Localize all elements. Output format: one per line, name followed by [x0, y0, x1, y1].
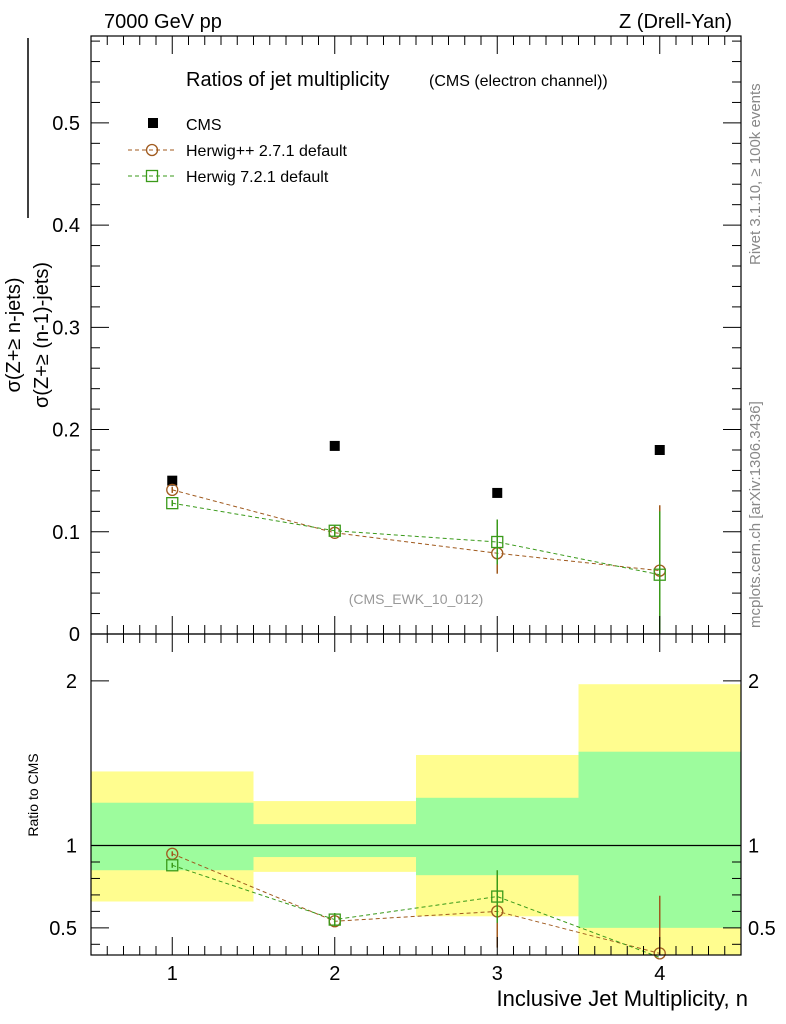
main-title: Ratios of jet multiplicity — [186, 69, 389, 91]
y-label-denominator: σ(Z+≥ (n-1)-jets) — [31, 262, 53, 408]
ratio-y-tick-label-left: 2 — [66, 671, 77, 693]
main-marker-cms — [167, 475, 178, 486]
legend-label-herwigpp: Herwig++ 2.7.1 default — [186, 143, 348, 160]
analysis-watermark: (CMS_EWK_10_012) — [349, 591, 484, 607]
ratio-marker-herwig-7-2-1-default — [491, 890, 504, 903]
legend-marker-cms — [148, 118, 158, 128]
legend-marker-herwig7 — [145, 169, 159, 183]
ratio-y-tick-label-right: 0.5 — [748, 918, 776, 940]
main-y-axis-label: σ(Z+≥ n-jets) σ(Z+≥ (n-1)-jets) — [3, 38, 53, 408]
mcplots-label: mcplots.cern.ch [arXiv:1306.3436] — [747, 401, 764, 628]
ratio-marker-herwig-7-2-1-default — [166, 859, 179, 872]
main-y-tick-label: 0.1 — [52, 522, 80, 544]
ratio-marker-herwig-7-2-1-default — [328, 913, 341, 926]
ratio-series-line-herwig-7-2-1-default — [172, 864, 660, 958]
ratio-y-tick-label-left: 1 — [66, 836, 77, 858]
ratio-inner-band-2 — [253, 824, 416, 858]
legend-label-herwig7: Herwig 7.2.1 default — [186, 169, 329, 186]
main-marker-cms — [492, 487, 503, 498]
legend: CMS Herwig++ 2.7.1 default Herwig 7.2.1 … — [128, 117, 348, 186]
ratio-series-line-herwig-2-7-1-default — [172, 853, 660, 954]
ratio-y-label: Ratio to CMS — [25, 753, 41, 836]
main-y-tick-label: 0.2 — [52, 420, 80, 442]
x-tick-label: 2 — [329, 963, 340, 985]
main-series-line-herwig-2-7-1-default — [172, 489, 660, 572]
main-marker-herwig-7-2-1-default — [166, 497, 179, 510]
ratio-y-tick-label-right: 1 — [748, 836, 759, 858]
main-y-tick-label: 0.3 — [52, 317, 80, 339]
legend-label-cms: CMS — [186, 117, 222, 134]
y-label-numerator: σ(Z+≥ n-jets) — [3, 278, 25, 393]
rivet-label: Rivet 3.1.10, ≥ 100k events — [747, 83, 764, 265]
main-subtitle: (CMS (electron channel)) — [429, 73, 608, 90]
main-marker-herwig-7-2-1-default — [491, 535, 504, 549]
process-label: Z (Drell-Yan) — [619, 11, 732, 33]
main-y-tick-label: 0 — [69, 624, 80, 646]
x-tick-label: 3 — [492, 963, 503, 985]
main-panel: 0.1 0.2 0.3 0.4 0.5 0 — [52, 35, 742, 646]
x-tick-label: 4 — [654, 963, 665, 985]
energy-label: 7000 GeV pp — [104, 11, 222, 33]
x-axis-label: Inclusive Jet Multiplicity, n — [497, 986, 748, 1011]
main-marker-herwig-7-2-1-default — [328, 524, 341, 537]
main-marker-cms — [654, 445, 665, 455]
main-y-tick-label: 0.4 — [52, 215, 80, 237]
main-marker-herwig-7-2-1-default — [653, 568, 666, 581]
ratio-y-tick-label-left: 0.5 — [49, 918, 77, 940]
main-marker-cms — [329, 440, 340, 451]
ratio-inner-band-3 — [416, 797, 579, 876]
ratio-y-tick-label-right: 2 — [748, 671, 759, 693]
main-marker-herwig-2-7-1-default — [166, 483, 179, 497]
x-tick-label: 1 — [167, 963, 178, 985]
main-y-tick-label: 0.5 — [52, 113, 80, 135]
legend-marker-herwigpp — [145, 143, 159, 157]
main-series-line-herwig-7-2-1-default — [172, 502, 660, 576]
ratio-panel: 0.5 0.5 1 1 2 2 1 2 3 4 — [49, 633, 776, 985]
